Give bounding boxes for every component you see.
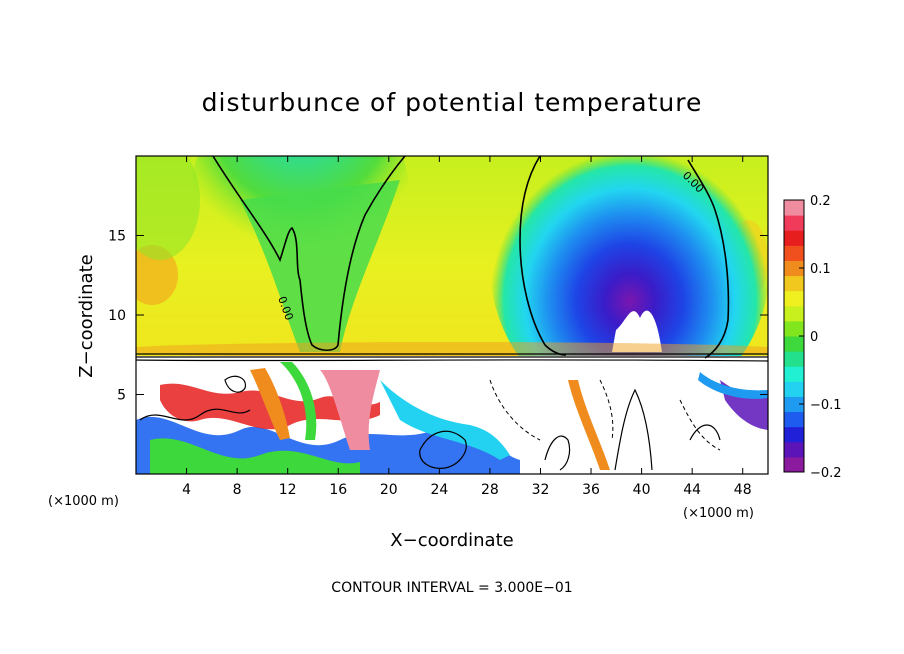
dashed-contours [489,379,721,451]
colorbar [784,200,804,473]
x-unit-left: (×1000 m) [48,494,119,509]
colorbar-swatch [784,456,804,473]
colorbar-tick-label: 0 [810,330,818,345]
x-axis: 4 8 12 16 20 24 28 32 36 40 44 48 [182,156,752,498]
x-tick-label: 12 [279,482,297,498]
x-tick-label: 24 [430,482,448,498]
y-tick-label: 15 [108,229,126,245]
x-tick-label: 20 [380,482,398,498]
colorbar-swatch [784,275,804,292]
colorbar-swatch [784,320,804,337]
lower-right-blue [698,372,768,399]
colorbar-tick-label: 0.1 [810,262,831,277]
x-tick-label: 48 [734,482,752,498]
colorbar-swatch [784,426,804,443]
contour-interval: CONTOUR INTERVAL = 3.000E−01 [331,580,572,596]
colorbar-swatch [784,441,804,458]
colorbar-ticks: 0.2 0.1 0 −0.1 −0.2 [799,194,842,481]
y-axis-label: Z−coordinate [76,254,97,377]
lower-contours [139,375,721,471]
colorbar-tick-label: −0.1 [810,398,842,413]
colorbar-swatch [784,260,804,277]
colorbar-swatch [784,305,804,322]
x-axis-label: X−coordinate [390,530,513,551]
colorbar-swatch [784,351,804,367]
lower-right-orange [568,380,610,470]
plot-area: 0.00 0.00 [136,156,768,474]
lower-green-band [150,438,360,474]
colorbar-swatch [784,230,804,246]
x-tick-label: 36 [582,482,600,498]
x-unit-right: (×1000 m) [683,506,754,521]
colorbar-tick-label: 0.2 [810,194,831,209]
colorbar-swatch [784,381,804,397]
warm-boundary [136,342,768,358]
x-tick-label: 4 [182,482,191,498]
green-plume-stem [240,180,400,352]
colorbar-swatch [784,290,804,307]
colorbar-swatch [784,366,804,382]
contour-zero-right-plume [519,156,730,359]
interface-contours [136,353,768,362]
x-tick-label: 28 [481,482,499,498]
x-tick-label: 32 [532,482,550,498]
lower-cyan-streak [380,380,510,460]
x-tick-label: 44 [683,482,701,498]
warm-patch-left [136,245,178,305]
green-band-left [136,156,200,260]
x-tick-label: 16 [329,482,347,498]
x-tick-label: 8 [233,482,242,498]
y-tick-label: 10 [108,308,126,324]
contour-zero-left-plume [212,156,406,352]
chart-title: disturbunce of potential temperature [202,88,703,117]
cold-plume-tip [612,310,662,352]
y-tick-label: 5 [117,388,126,404]
colorbar-tick-label: −0.2 [810,466,842,481]
colorbar-swatch [784,336,804,352]
colorbar-swatch [784,215,804,231]
lower-orange-streak [250,368,290,440]
colorbar-swatch [784,396,804,413]
colorbar-swatch [784,245,804,261]
lower-green-streak [280,362,317,440]
lower-pink-column [320,370,380,450]
x-tick-label: 40 [633,482,651,498]
colorbar-swatch [784,411,804,428]
y-axis: 5 10 15 [108,229,768,404]
colorbar-swatch [784,200,804,216]
